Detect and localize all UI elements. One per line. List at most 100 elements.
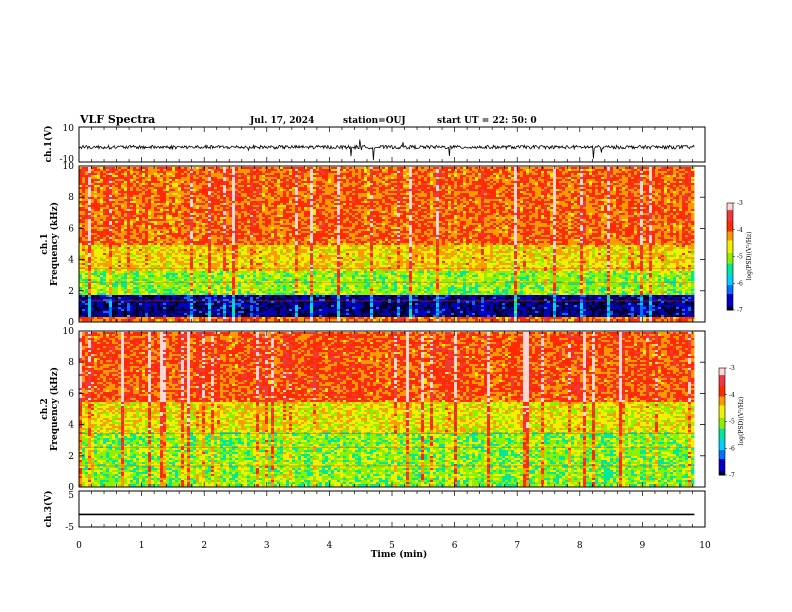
spectrogram-cell	[340, 175, 344, 178]
spectrogram-cell	[646, 175, 650, 178]
spectrogram-cell	[124, 183, 128, 186]
spectrogram-cell	[634, 177, 638, 180]
spectrogram-cell	[118, 189, 122, 192]
spectrogram-cell	[562, 175, 566, 178]
spectrogram-cell	[157, 177, 161, 180]
spectrogram-cell	[430, 185, 434, 188]
spectrogram-cell	[349, 173, 353, 176]
spectrogram-cell	[274, 175, 278, 178]
spectrogram-cell	[469, 181, 473, 184]
spectrogram-cell	[520, 175, 524, 178]
spectrogram-cell	[634, 181, 638, 184]
spectrogram-cell	[370, 175, 374, 178]
spectrogram-cell	[166, 177, 170, 180]
spectrogram-cell	[508, 183, 512, 186]
spectrogram-cell	[562, 179, 566, 182]
spectrogram-cell	[226, 171, 230, 174]
spectrogram-cell	[280, 171, 284, 174]
spectrogram-cell	[688, 179, 692, 182]
spectrogram-cell	[595, 177, 599, 180]
spectrogram-cell	[352, 181, 356, 184]
spectrogram-cell	[406, 187, 410, 190]
spectrogram-cell	[601, 171, 605, 174]
spectrogram-cell	[541, 177, 545, 180]
spectrogram-cell	[286, 185, 290, 188]
spectrogram-cell	[451, 185, 455, 188]
spectrogram-cell	[535, 185, 539, 188]
spectrogram-cell	[118, 173, 122, 176]
spectrogram-cell	[550, 183, 554, 186]
spectrogram-cell	[277, 191, 281, 194]
spectrogram-cell	[169, 181, 173, 184]
spectrogram-cell	[610, 177, 614, 180]
spectrogram-cell	[82, 195, 86, 198]
spectrogram-cell	[409, 189, 413, 192]
spectrogram-cell	[520, 187, 524, 190]
spectrogram-cell	[160, 179, 164, 182]
spectrogram-cell	[637, 179, 641, 182]
spectrogram-cell	[670, 171, 674, 174]
spectrogram-cell	[679, 171, 683, 174]
spectrogram-cell	[181, 183, 185, 186]
spectrogram-cell	[502, 183, 506, 186]
spectrogram-cell	[217, 177, 221, 180]
spectrogram-cell	[625, 179, 629, 182]
spectrogram-cell	[250, 189, 254, 192]
spectrogram-cell	[415, 187, 419, 190]
spectrogram-cell	[559, 193, 563, 196]
spectrogram-cell	[148, 175, 152, 178]
spectrogram-cell	[613, 167, 617, 170]
spectrogram-cell	[343, 171, 347, 174]
spectrogram-cell	[85, 191, 89, 194]
spectrogram-cell	[121, 173, 125, 176]
spectrogram-cell	[349, 191, 353, 194]
spectrogram-cell	[424, 169, 428, 172]
spectrogram-cell	[361, 191, 365, 194]
spectrogram-cell	[148, 181, 152, 184]
spectrogram-cell	[451, 189, 455, 192]
spectrogram-cell	[304, 185, 308, 188]
spectrogram-cell	[577, 173, 581, 176]
spectrogram-cell	[409, 183, 413, 186]
spectrogram-cell	[358, 185, 362, 188]
spectrogram-cell	[499, 181, 503, 184]
spectrogram-cell	[178, 193, 182, 196]
spectrogram-cell	[280, 191, 284, 194]
spectrogram-cell	[586, 173, 590, 176]
spectrogram-cell	[142, 189, 146, 192]
spectrogram-cell	[271, 177, 275, 180]
spectrogram-cell	[424, 185, 428, 188]
spectrogram-cell	[250, 185, 254, 188]
spectrogram-cell	[148, 187, 152, 190]
spectrogram-cell	[340, 177, 344, 180]
spectrogram-cell	[370, 181, 374, 184]
spectrogram-cell	[439, 181, 443, 184]
spectrogram-cell	[238, 187, 242, 190]
spectrogram-cell	[262, 183, 266, 186]
spectrogram-cell	[205, 195, 209, 198]
spectrogram-cell	[271, 175, 275, 178]
spectrogram-cell	[319, 191, 323, 194]
spectrogram-cell	[214, 191, 218, 194]
spectrogram-cell	[538, 193, 542, 196]
spectrogram-cell	[568, 175, 572, 178]
spectrogram-cell	[610, 181, 614, 184]
spectrogram-cell	[202, 171, 206, 174]
spectrogram-cell	[211, 189, 215, 192]
spectrogram-cell	[673, 185, 677, 188]
spectrogram-cell	[103, 191, 107, 194]
spectrogram-cell	[355, 175, 359, 178]
spectrogram-cell	[292, 193, 296, 196]
spectrogram-cell	[172, 179, 176, 182]
spectrogram-cell	[430, 191, 434, 194]
spectrogram-cell	[466, 193, 470, 196]
spectrogram-cell	[655, 193, 659, 196]
spectrogram-cell	[643, 185, 647, 188]
spectrogram-cell	[529, 193, 533, 196]
spectrogram-cell	[373, 167, 377, 170]
spectrogram-cell	[442, 171, 446, 174]
spectrogram-cell	[280, 175, 284, 178]
spectrogram-cell	[241, 191, 245, 194]
spectrogram-cell	[220, 181, 224, 184]
spectrogram-cell	[664, 167, 668, 170]
